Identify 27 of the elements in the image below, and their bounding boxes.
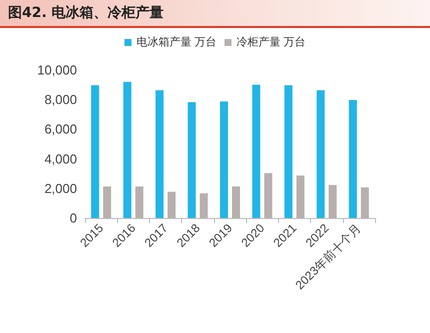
legend-label: 冷柜产量 万台 [236, 36, 306, 48]
bar [200, 193, 208, 218]
bar [168, 192, 176, 218]
y-tick-label: 0 [70, 210, 77, 226]
y-tick-label: 10,000 [37, 62, 77, 78]
bar [188, 102, 196, 218]
bar [220, 102, 228, 218]
bar [156, 90, 164, 218]
bar [328, 184, 337, 218]
bar [348, 100, 357, 218]
legend-label: 电冰箱产量 万台 [136, 36, 217, 48]
y-tick-label: 2,000 [44, 180, 77, 196]
bar [252, 84, 260, 218]
bar [135, 186, 144, 218]
y-tick-label: 6,000 [44, 122, 77, 137]
bar [284, 85, 292, 218]
y-tick-label: 4,000 [44, 151, 77, 166]
bar [316, 90, 325, 218]
y-tick-label: 8,000 [44, 92, 77, 108]
bar [360, 187, 369, 218]
bar [91, 85, 100, 218]
bar [103, 186, 112, 218]
bar [264, 173, 272, 218]
bar [232, 186, 240, 218]
bar [296, 176, 304, 218]
chart-title: 图42. 电冰箱、冷柜产量 [0, 0, 430, 28]
bar [123, 82, 132, 218]
